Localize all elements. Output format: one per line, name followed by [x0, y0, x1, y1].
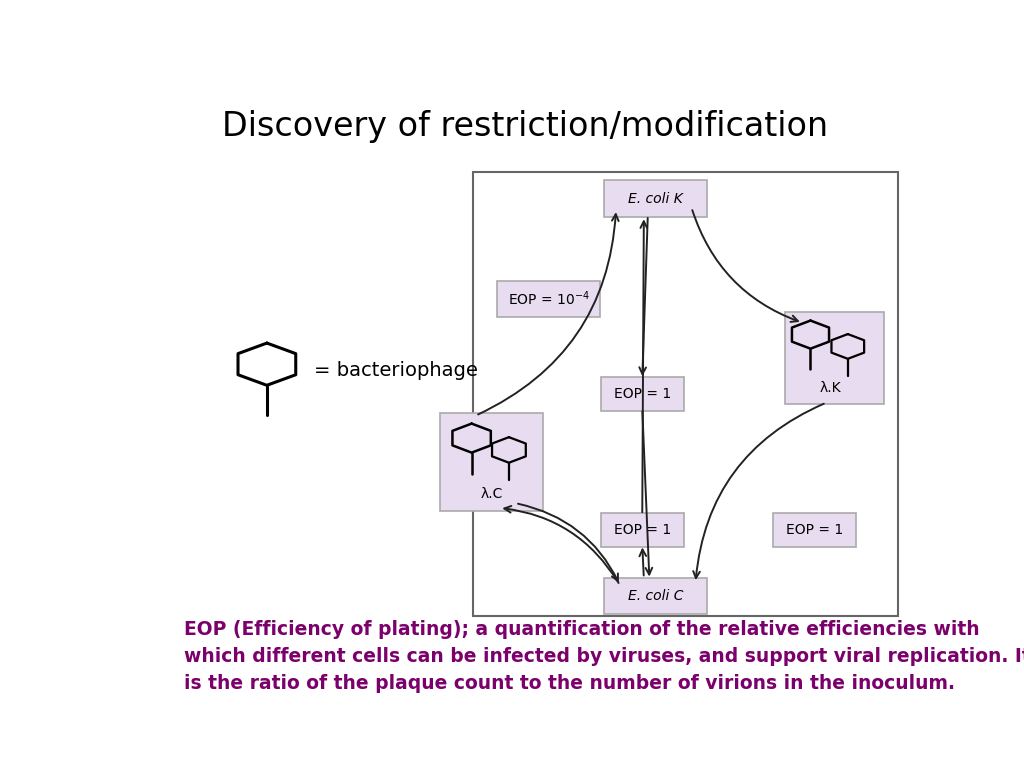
Text: E. coli K: E. coli K: [629, 191, 683, 206]
FancyBboxPatch shape: [497, 281, 600, 317]
Text: EOP = 1: EOP = 1: [785, 523, 843, 537]
FancyBboxPatch shape: [773, 512, 856, 547]
FancyBboxPatch shape: [604, 180, 708, 217]
Text: EOP = 1: EOP = 1: [613, 523, 671, 537]
Text: λ.C: λ.C: [480, 487, 503, 502]
FancyBboxPatch shape: [473, 172, 898, 615]
FancyBboxPatch shape: [784, 313, 884, 404]
Text: EOP (Efficiency of plating); a quantification of the relative efficiencies with
: EOP (Efficiency of plating); a quantific…: [183, 620, 1024, 694]
FancyBboxPatch shape: [601, 512, 684, 547]
FancyBboxPatch shape: [440, 413, 543, 511]
Text: EOP = 1: EOP = 1: [613, 387, 671, 401]
Text: Discovery of restriction/modification: Discovery of restriction/modification: [222, 110, 827, 143]
Text: E. coli C: E. coli C: [628, 589, 683, 603]
Text: EOP = $10^{-4}$: EOP = $10^{-4}$: [508, 290, 590, 309]
Text: = bacteriophage: = bacteriophage: [314, 361, 478, 379]
FancyBboxPatch shape: [601, 376, 684, 411]
Text: λ.K: λ.K: [819, 381, 841, 395]
FancyBboxPatch shape: [604, 578, 708, 614]
